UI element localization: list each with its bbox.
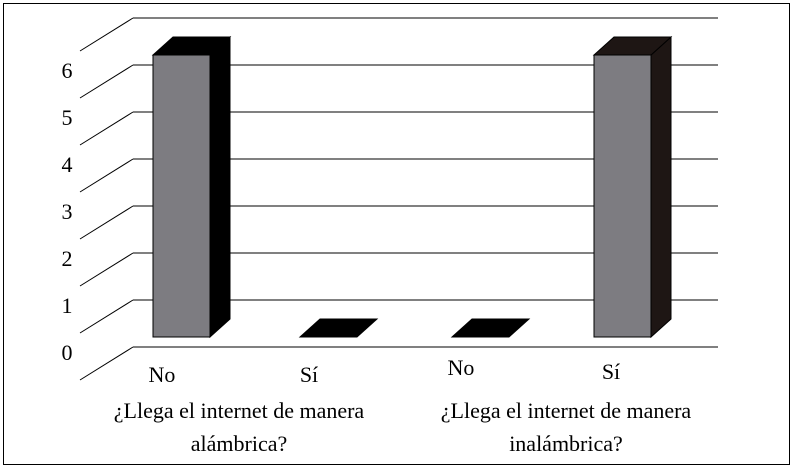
bar-side bbox=[650, 35, 672, 339]
x-category-label: No bbox=[149, 362, 176, 387]
x-category-label: No bbox=[448, 355, 475, 380]
x-group-label: ¿Llega el internet de manera bbox=[441, 398, 692, 423]
bar bbox=[152, 54, 211, 338]
x-group-label: inalámbrica? bbox=[509, 431, 623, 456]
bar bbox=[450, 318, 531, 338]
gridline-diagonal bbox=[79, 205, 134, 240]
gridline-diagonal bbox=[79, 299, 134, 334]
bar bbox=[298, 318, 379, 338]
x-axis-groups: ¿Llega el internet de manera alámbrica? ¿L… bbox=[114, 398, 692, 456]
x-axis-categories: No Sí No Sí bbox=[149, 355, 621, 387]
gridline-diagonal bbox=[79, 17, 134, 52]
bar-side bbox=[209, 35, 231, 339]
y-tick-label: 5 bbox=[62, 105, 73, 130]
gridline-diagonal bbox=[79, 111, 134, 146]
bars bbox=[151, 35, 673, 339]
x-category-label: Sí bbox=[300, 362, 318, 387]
y-tick-label: 3 bbox=[62, 199, 73, 224]
gridline-diagonal bbox=[79, 346, 134, 381]
gridline-diagonal bbox=[79, 252, 134, 287]
y-axis-ticks: 0 1 2 3 4 5 6 bbox=[62, 58, 73, 365]
y-tick-label: 1 bbox=[62, 293, 73, 318]
y-tick-label: 0 bbox=[62, 340, 73, 365]
x-group-label: alámbrica? bbox=[191, 431, 288, 456]
gridline-diagonal bbox=[79, 158, 134, 193]
x-group-label: ¿Llega el internet de manera bbox=[114, 398, 365, 423]
bar bbox=[593, 54, 652, 338]
y-tick-label: 4 bbox=[62, 152, 73, 177]
bar-top bbox=[151, 36, 232, 56]
gridline-diagonal bbox=[79, 64, 134, 99]
x-category-label: Sí bbox=[602, 359, 620, 384]
y-tick-label: 2 bbox=[62, 246, 73, 271]
y-tick-label: 6 bbox=[62, 58, 73, 83]
bar-top bbox=[592, 36, 673, 56]
